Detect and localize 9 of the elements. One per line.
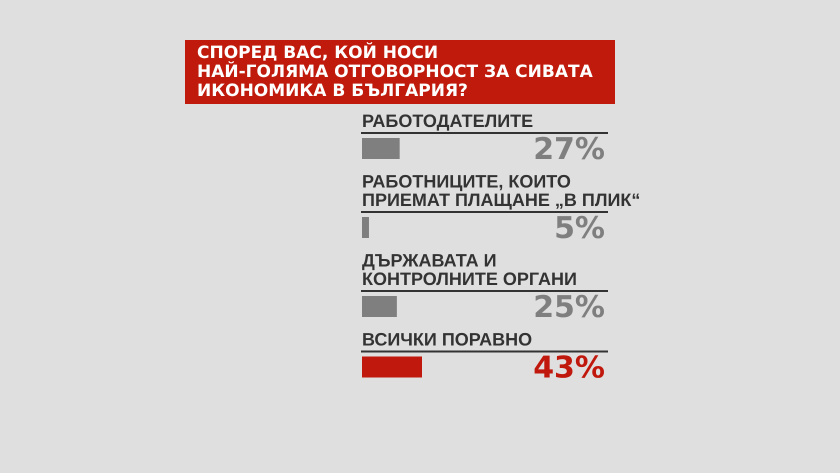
data-label: 5% — [554, 211, 605, 246]
y-tick-label: ДЪРЖАВАТА И КОНТРОЛНИТЕ ОРГАНИ — [362, 250, 577, 289]
data-label: 43% — [533, 350, 605, 386]
data-label: 25% — [533, 290, 605, 325]
chart-title: СПОРЕД ВАС, КОЙ НОСИ НАЙ-ГОЛЯМА ОТГОВОРНОСТ ЗА СИВАТА ИКОНОМИКА В БЪЛГАРИЯ? — [197, 42, 594, 101]
y-tick-label: РАБОТНИЦИТЕ, КОИТО ПРИЕМАТ ПЛАЩАНЕ „В ПЛИК“ — [362, 172, 640, 210]
y-tick-label: РАБОТОДАТЕЛИТЕ — [362, 111, 534, 131]
y-tick-label: ВСИЧКИ ПОРАВНО — [362, 330, 532, 350]
data-label: 27% — [533, 132, 605, 167]
